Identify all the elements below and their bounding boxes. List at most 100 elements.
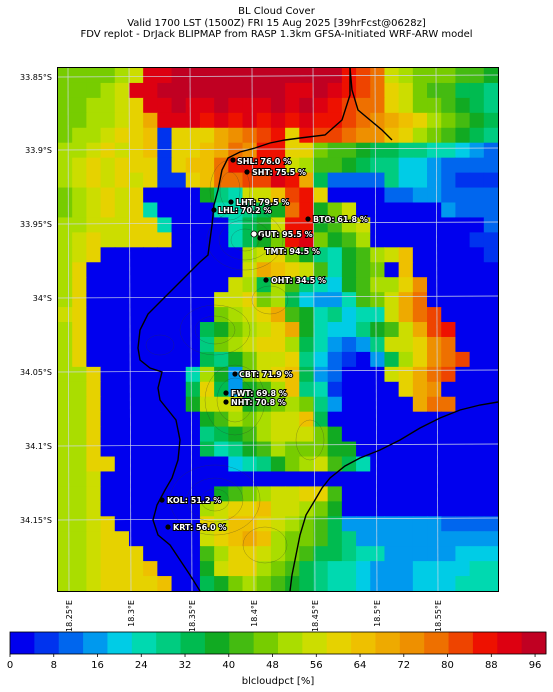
grid-cell (228, 396, 244, 413)
grid-cell (157, 97, 173, 114)
grid-cell (455, 441, 471, 458)
grid-cell (285, 531, 300, 547)
grid-cell (285, 396, 300, 413)
grid-cell (228, 202, 244, 219)
grid-cell (483, 336, 499, 353)
grid-cell (100, 426, 116, 443)
grid-cell (72, 277, 87, 293)
grid-cell (171, 576, 187, 592)
grid-cell (384, 486, 400, 502)
grid-cell (412, 396, 428, 413)
grid-cell (285, 142, 300, 159)
grid-cell (270, 277, 286, 293)
grid-cell (356, 366, 371, 383)
grid-cell (58, 217, 73, 233)
grid-cell (384, 426, 400, 443)
grid-cell (58, 411, 73, 428)
grid-cell (100, 576, 116, 592)
lat-tick-label: 34°S (33, 294, 52, 303)
grid-cell (143, 277, 158, 293)
grid-cell (398, 381, 414, 398)
grid-cell (128, 247, 144, 263)
grid-cell (412, 202, 428, 219)
grid-cell (370, 486, 386, 502)
grid-cell (313, 187, 329, 204)
grid-cell (58, 127, 73, 144)
grid-cell (412, 546, 428, 562)
grid-cell (270, 426, 286, 443)
grid-cell (214, 486, 229, 502)
grid-cell (58, 336, 73, 353)
grid-cell (157, 471, 173, 487)
grid-cell (285, 501, 300, 517)
grid-cell (128, 396, 144, 413)
grid-cell (455, 142, 471, 159)
grid-cell (469, 426, 485, 443)
grid-cell (441, 247, 457, 263)
grid-cell (256, 411, 272, 428)
grid-cell (285, 322, 300, 338)
grid-cell (214, 307, 229, 323)
grid-cell (469, 396, 485, 413)
grid-cell (228, 501, 244, 517)
grid-cell (270, 172, 286, 189)
grid-cell (114, 351, 130, 368)
colorbar-swatch (131, 632, 157, 654)
grid-cell (228, 142, 244, 159)
grid-cell (412, 112, 428, 129)
grid-cell (384, 366, 400, 383)
grid-cell (199, 366, 215, 383)
grid-cell (398, 546, 414, 562)
grid-cell (100, 202, 116, 219)
grid-cell (356, 336, 371, 353)
grid-cell (441, 531, 457, 547)
grid-cell (128, 127, 144, 144)
grid-cell (412, 411, 428, 428)
grid-cell (143, 366, 158, 383)
grid-cell (427, 112, 442, 129)
grid-cell (58, 426, 73, 443)
grid-cell (341, 471, 357, 487)
grid-cell (384, 561, 400, 577)
grid-cell (398, 396, 414, 413)
grid-cell (114, 292, 130, 308)
grid-cell (412, 441, 428, 458)
colorbar-swatch (424, 632, 450, 654)
grid-cell (143, 381, 158, 398)
grid-cell (299, 501, 315, 517)
grid-cell (370, 262, 386, 278)
grid-cell (228, 217, 244, 233)
grid-cell (427, 157, 442, 174)
grid-cell (469, 576, 485, 592)
grid-cell (214, 97, 229, 114)
grid-cell (341, 187, 357, 204)
grid-cell (114, 381, 130, 398)
lat-tick-label: 34.1°S (25, 442, 52, 451)
grid-cell (356, 441, 371, 458)
grid-cell (114, 336, 130, 353)
grid-cell (327, 501, 343, 517)
grid-cell (384, 531, 400, 547)
grid-cell (214, 262, 229, 278)
lon-tick-label: 18.4°E (250, 600, 259, 627)
grid-cell (327, 426, 343, 443)
grid-cell (114, 396, 130, 413)
grid-cell (171, 366, 187, 383)
longitude-tick-labels: 18.25°E 18.3°E 18.35°E 18.4°E 18.45°E 18.5°E 1… (65, 600, 443, 632)
lat-tick-label: 34.15°S (20, 516, 52, 525)
grid-cell (270, 396, 286, 413)
grid-cell (242, 426, 258, 443)
grid-cell (157, 576, 173, 592)
grid-cell (313, 262, 329, 278)
grid-cell (100, 381, 116, 398)
grid-cell (242, 217, 258, 233)
grid-cell (455, 426, 471, 443)
grid-cell (214, 127, 229, 144)
grid-cell (398, 157, 414, 174)
grid-cell (214, 576, 229, 592)
grid-cell (313, 202, 329, 219)
grid-cell (86, 292, 102, 308)
colorbar-swatch (278, 632, 303, 654)
grid-cell (483, 172, 499, 189)
grid-cell (384, 456, 400, 473)
